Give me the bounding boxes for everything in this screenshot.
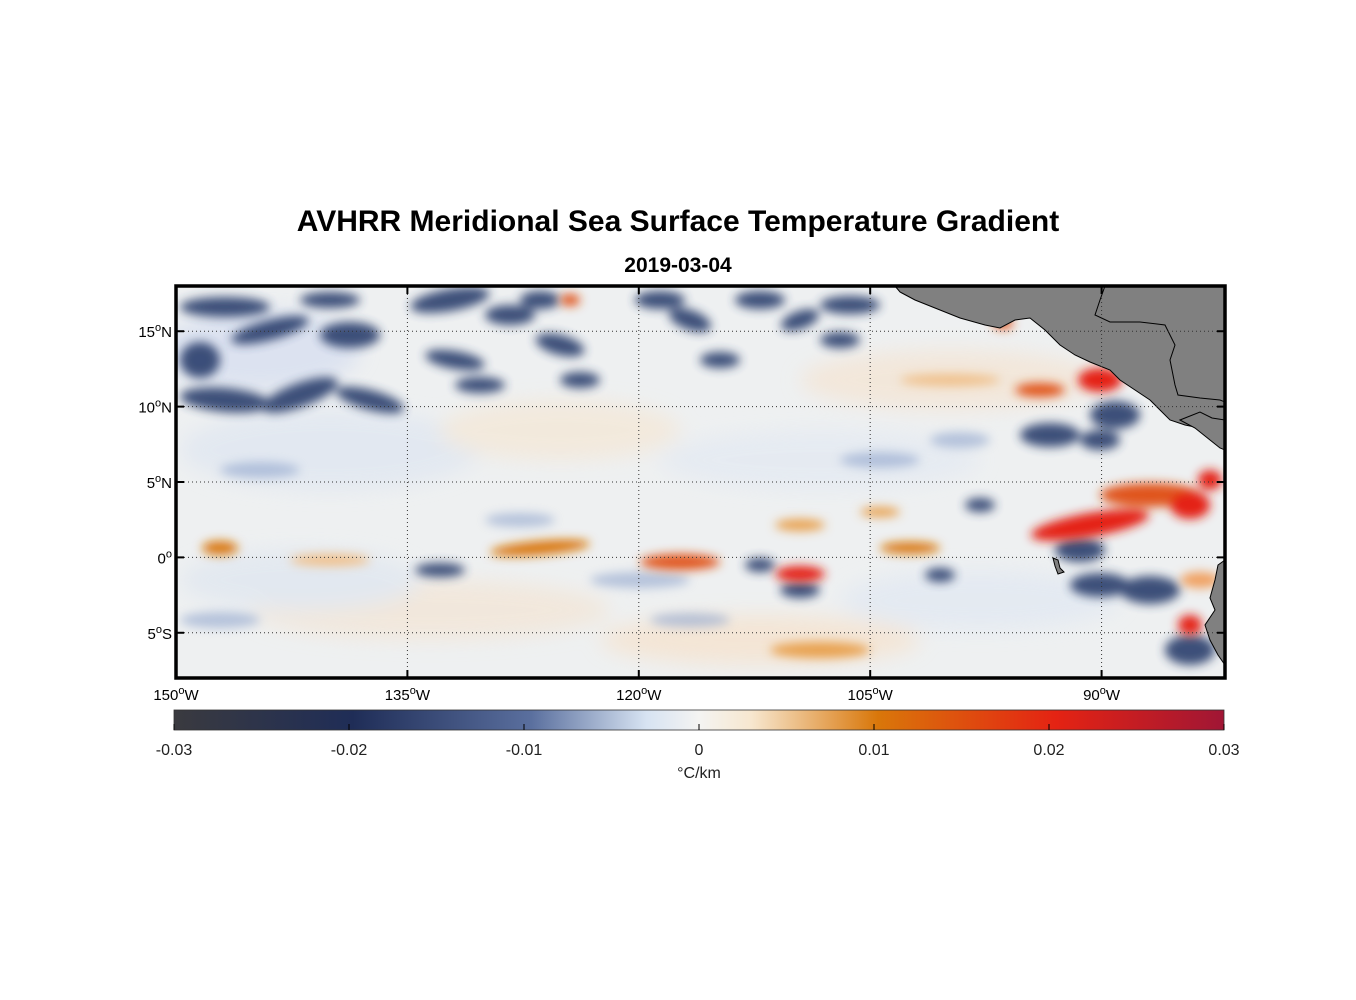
colorbar-tick-label: 0.02 [1033,742,1064,759]
map-date: 2019-03-04 [624,254,732,277]
colorbar-units-label: °C/km [677,765,721,782]
y-tick-label: 10oN [138,398,172,417]
land-galapagos [1052,557,1065,575]
land-south-america [1204,559,1225,666]
x-tick-label: 105oW [848,685,894,704]
colorbar-tick-label: 0.03 [1208,742,1239,759]
colorbar-tick-label: 0.01 [858,742,889,759]
y-tick-label: 0o [158,548,172,567]
graticule [176,286,1225,678]
x-tick-label: 120oW [616,685,662,704]
y-tick-label: 15oN [138,322,172,341]
colorbar-tick-label: -0.02 [331,742,368,759]
x-tick-label: 135oW [385,685,431,704]
y-tick-label: 5oS [148,624,172,643]
sst-gradient-field [176,286,1225,678]
colorbar-tick-label: 0 [695,742,704,759]
x-tick-label: 150oW [153,685,199,704]
colorbar: -0.03 -0.02 -0.01 0 0.01 0.02 0.03 °C/km [156,709,1240,782]
colorbar-tick-label: -0.01 [506,742,543,759]
land-central-america [894,286,1225,431]
negative-gradient-features [180,287,1215,665]
x-tick-label: 90oW [1083,685,1121,704]
colorbar-ticks: -0.03 -0.02 -0.01 0 0.01 0.02 0.03 [156,724,1240,759]
map-title: AVHRR Meridional Sea Surface Temperature… [296,205,1060,238]
colorbar-tick-label: -0.03 [156,742,193,759]
axis-ticks [175,286,1225,678]
y-tick-label: 5oN [147,473,172,492]
axis-labels: 150oW 135oW 120oW 105oW 90oW 15oN 10oN 5oN 0o 5oS [138,322,1121,704]
